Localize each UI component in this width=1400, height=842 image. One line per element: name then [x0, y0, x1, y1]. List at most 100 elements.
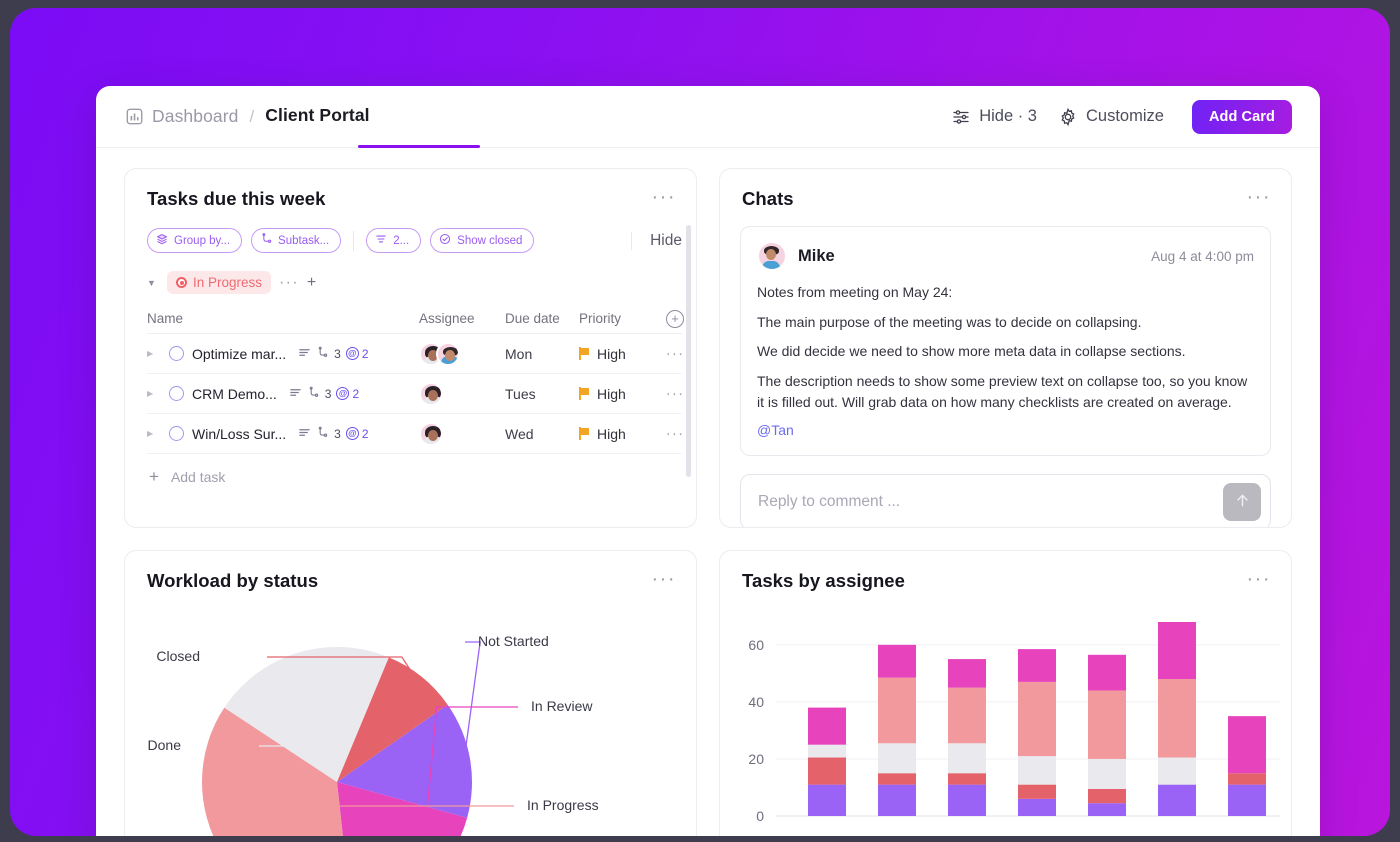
bar-segment[interactable]	[1088, 654, 1126, 691]
table-row[interactable]: ▶ Win/Loss Sur...	[147, 414, 685, 454]
bar-segment[interactable]	[1088, 803, 1126, 816]
task-group-row: ▼ In Progress ··· +	[125, 253, 696, 294]
chats-card-menu-icon[interactable]: ···	[1246, 186, 1271, 208]
add-column-icon[interactable]: +	[666, 309, 684, 328]
bar-segment[interactable]	[878, 644, 916, 678]
task-complete-checkbox[interactable]	[169, 346, 184, 361]
filter-pill-group-by[interactable]: Group by...	[147, 228, 243, 253]
add-card-button[interactable]: Add Card	[1191, 99, 1292, 134]
row-more-icon[interactable]: ···	[665, 345, 685, 362]
bar-segment[interactable]	[1228, 716, 1266, 774]
bar-segment[interactable]	[1018, 681, 1056, 757]
row-expand-caret-icon[interactable]: ▶	[147, 389, 154, 398]
table-row[interactable]: ▶ CRM Demo...	[147, 374, 685, 414]
filter-pill-subtask[interactable]: Subtask...	[251, 228, 342, 253]
assignee-avatars[interactable]	[419, 381, 505, 406]
reply-input[interactable]	[758, 492, 1210, 511]
due-date-value: Mon	[505, 345, 533, 362]
filter-pill-count[interactable]: 2...	[366, 228, 422, 253]
tasks-card-title: Tasks due this week	[147, 188, 326, 209]
bar-segment[interactable]	[808, 757, 846, 785]
sliders-icon	[952, 108, 970, 126]
bar-segment[interactable]	[1018, 798, 1056, 816]
customize-button[interactable]: Customize	[1059, 107, 1164, 126]
task-complete-checkbox[interactable]	[169, 426, 184, 441]
bar-segment[interactable]	[948, 687, 986, 744]
bar-segment[interactable]	[1088, 788, 1126, 804]
breadcrumb-client-portal[interactable]: Client Portal	[265, 105, 370, 125]
bar-segment[interactable]	[1018, 649, 1056, 682]
pie-slice[interactable]	[337, 782, 468, 836]
bar-segment[interactable]	[1158, 679, 1196, 758]
bar-segment[interactable]	[948, 784, 986, 816]
bar-segment[interactable]	[1018, 784, 1056, 799]
pie-leader-line	[463, 641, 481, 761]
send-reply-button[interactable]	[1223, 482, 1261, 521]
pie-slice[interactable]	[337, 657, 448, 782]
task-name-label: Win/Loss Sur...	[192, 425, 287, 442]
task-complete-checkbox[interactable]	[169, 386, 184, 401]
status-badge-in-progress[interactable]: In Progress	[167, 271, 272, 294]
bar-segment[interactable]	[948, 773, 986, 785]
bar-segment[interactable]	[808, 744, 846, 758]
table-row[interactable]: ▶ Optimize mar...	[147, 334, 685, 374]
assignee-avatars[interactable]	[419, 421, 505, 446]
bar-segment[interactable]	[808, 784, 846, 816]
description-icon	[298, 426, 311, 442]
bar-segment[interactable]	[878, 743, 916, 774]
group-more-icon[interactable]: ···	[279, 273, 299, 291]
tasks-card-header: Tasks due this week ···	[125, 169, 696, 210]
bar-segment[interactable]	[1018, 756, 1056, 785]
hide-button[interactable]: Hide · 3	[952, 107, 1037, 126]
tasks-card-menu-icon[interactable]: ···	[651, 186, 676, 208]
description-icon	[298, 346, 311, 362]
chat-mention-link[interactable]: @Tan	[757, 421, 794, 438]
pie-slice[interactable]	[224, 647, 389, 782]
row-more-icon[interactable]: ···	[665, 425, 685, 442]
add-task-button[interactable]: + Add task	[125, 454, 696, 487]
pie-card-menu-icon[interactable]: ···	[651, 568, 676, 590]
due-date-value: Wed	[505, 425, 534, 442]
avatar	[757, 241, 787, 271]
bar-segment[interactable]	[878, 677, 916, 744]
bar-segment[interactable]	[1088, 758, 1126, 789]
bar-segment[interactable]	[1158, 622, 1196, 680]
bar-segment[interactable]	[1088, 690, 1126, 759]
bar-segment[interactable]	[1228, 773, 1266, 785]
chat-message: Mike Aug 4 at 4:00 pm Notes from meeting…	[740, 226, 1271, 456]
bar-segment[interactable]	[878, 784, 916, 816]
bar-segment[interactable]	[948, 743, 986, 774]
chats-card: Chats ··· Mike Aug 4 at 4:00 pm Notes fr…	[719, 168, 1292, 528]
group-collapse-caret-icon[interactable]: ▼	[147, 277, 156, 288]
workload-by-status-card: Workload by status ··· Not Started In Re…	[124, 550, 697, 836]
chats-card-header: Chats ···	[720, 169, 1291, 210]
bar-segment[interactable]	[878, 773, 916, 785]
subtask-branch-icon	[316, 346, 329, 362]
bar-segment[interactable]	[1228, 784, 1266, 816]
at-mention-icon: @	[345, 427, 359, 440]
pie-slice[interactable]	[337, 704, 472, 818]
bar-segment[interactable]	[948, 659, 986, 688]
mention-count: 2	[361, 426, 369, 441]
filter-pill-show-closed[interactable]: Show closed	[430, 228, 535, 253]
bar-segment[interactable]	[808, 707, 846, 745]
priority-label: High	[597, 425, 626, 442]
pie-slice[interactable]	[202, 707, 352, 836]
tasks-hide-link[interactable]: Hide	[631, 231, 682, 250]
row-more-icon[interactable]: ···	[665, 385, 685, 402]
row-expand-caret-icon[interactable]: ▶	[147, 349, 154, 358]
assignee-avatars[interactable]	[419, 341, 505, 366]
bar-segment[interactable]	[1158, 784, 1196, 816]
y-axis-tick-label: 0	[756, 808, 764, 824]
bar-card-menu-icon[interactable]: ···	[1246, 568, 1271, 590]
priority-label: High	[597, 345, 626, 362]
column-header-priority: Priority	[579, 311, 622, 326]
priority-value: High	[579, 426, 661, 442]
pie-label-not-started: Not Started	[478, 633, 549, 649]
tasks-scrollbar[interactable]	[686, 225, 691, 477]
breadcrumb-dashboard[interactable]: Dashboard	[152, 106, 239, 126]
group-add-icon[interactable]: +	[306, 273, 317, 291]
bar-segment[interactable]	[1158, 757, 1196, 785]
row-expand-caret-icon[interactable]: ▶	[147, 429, 154, 438]
